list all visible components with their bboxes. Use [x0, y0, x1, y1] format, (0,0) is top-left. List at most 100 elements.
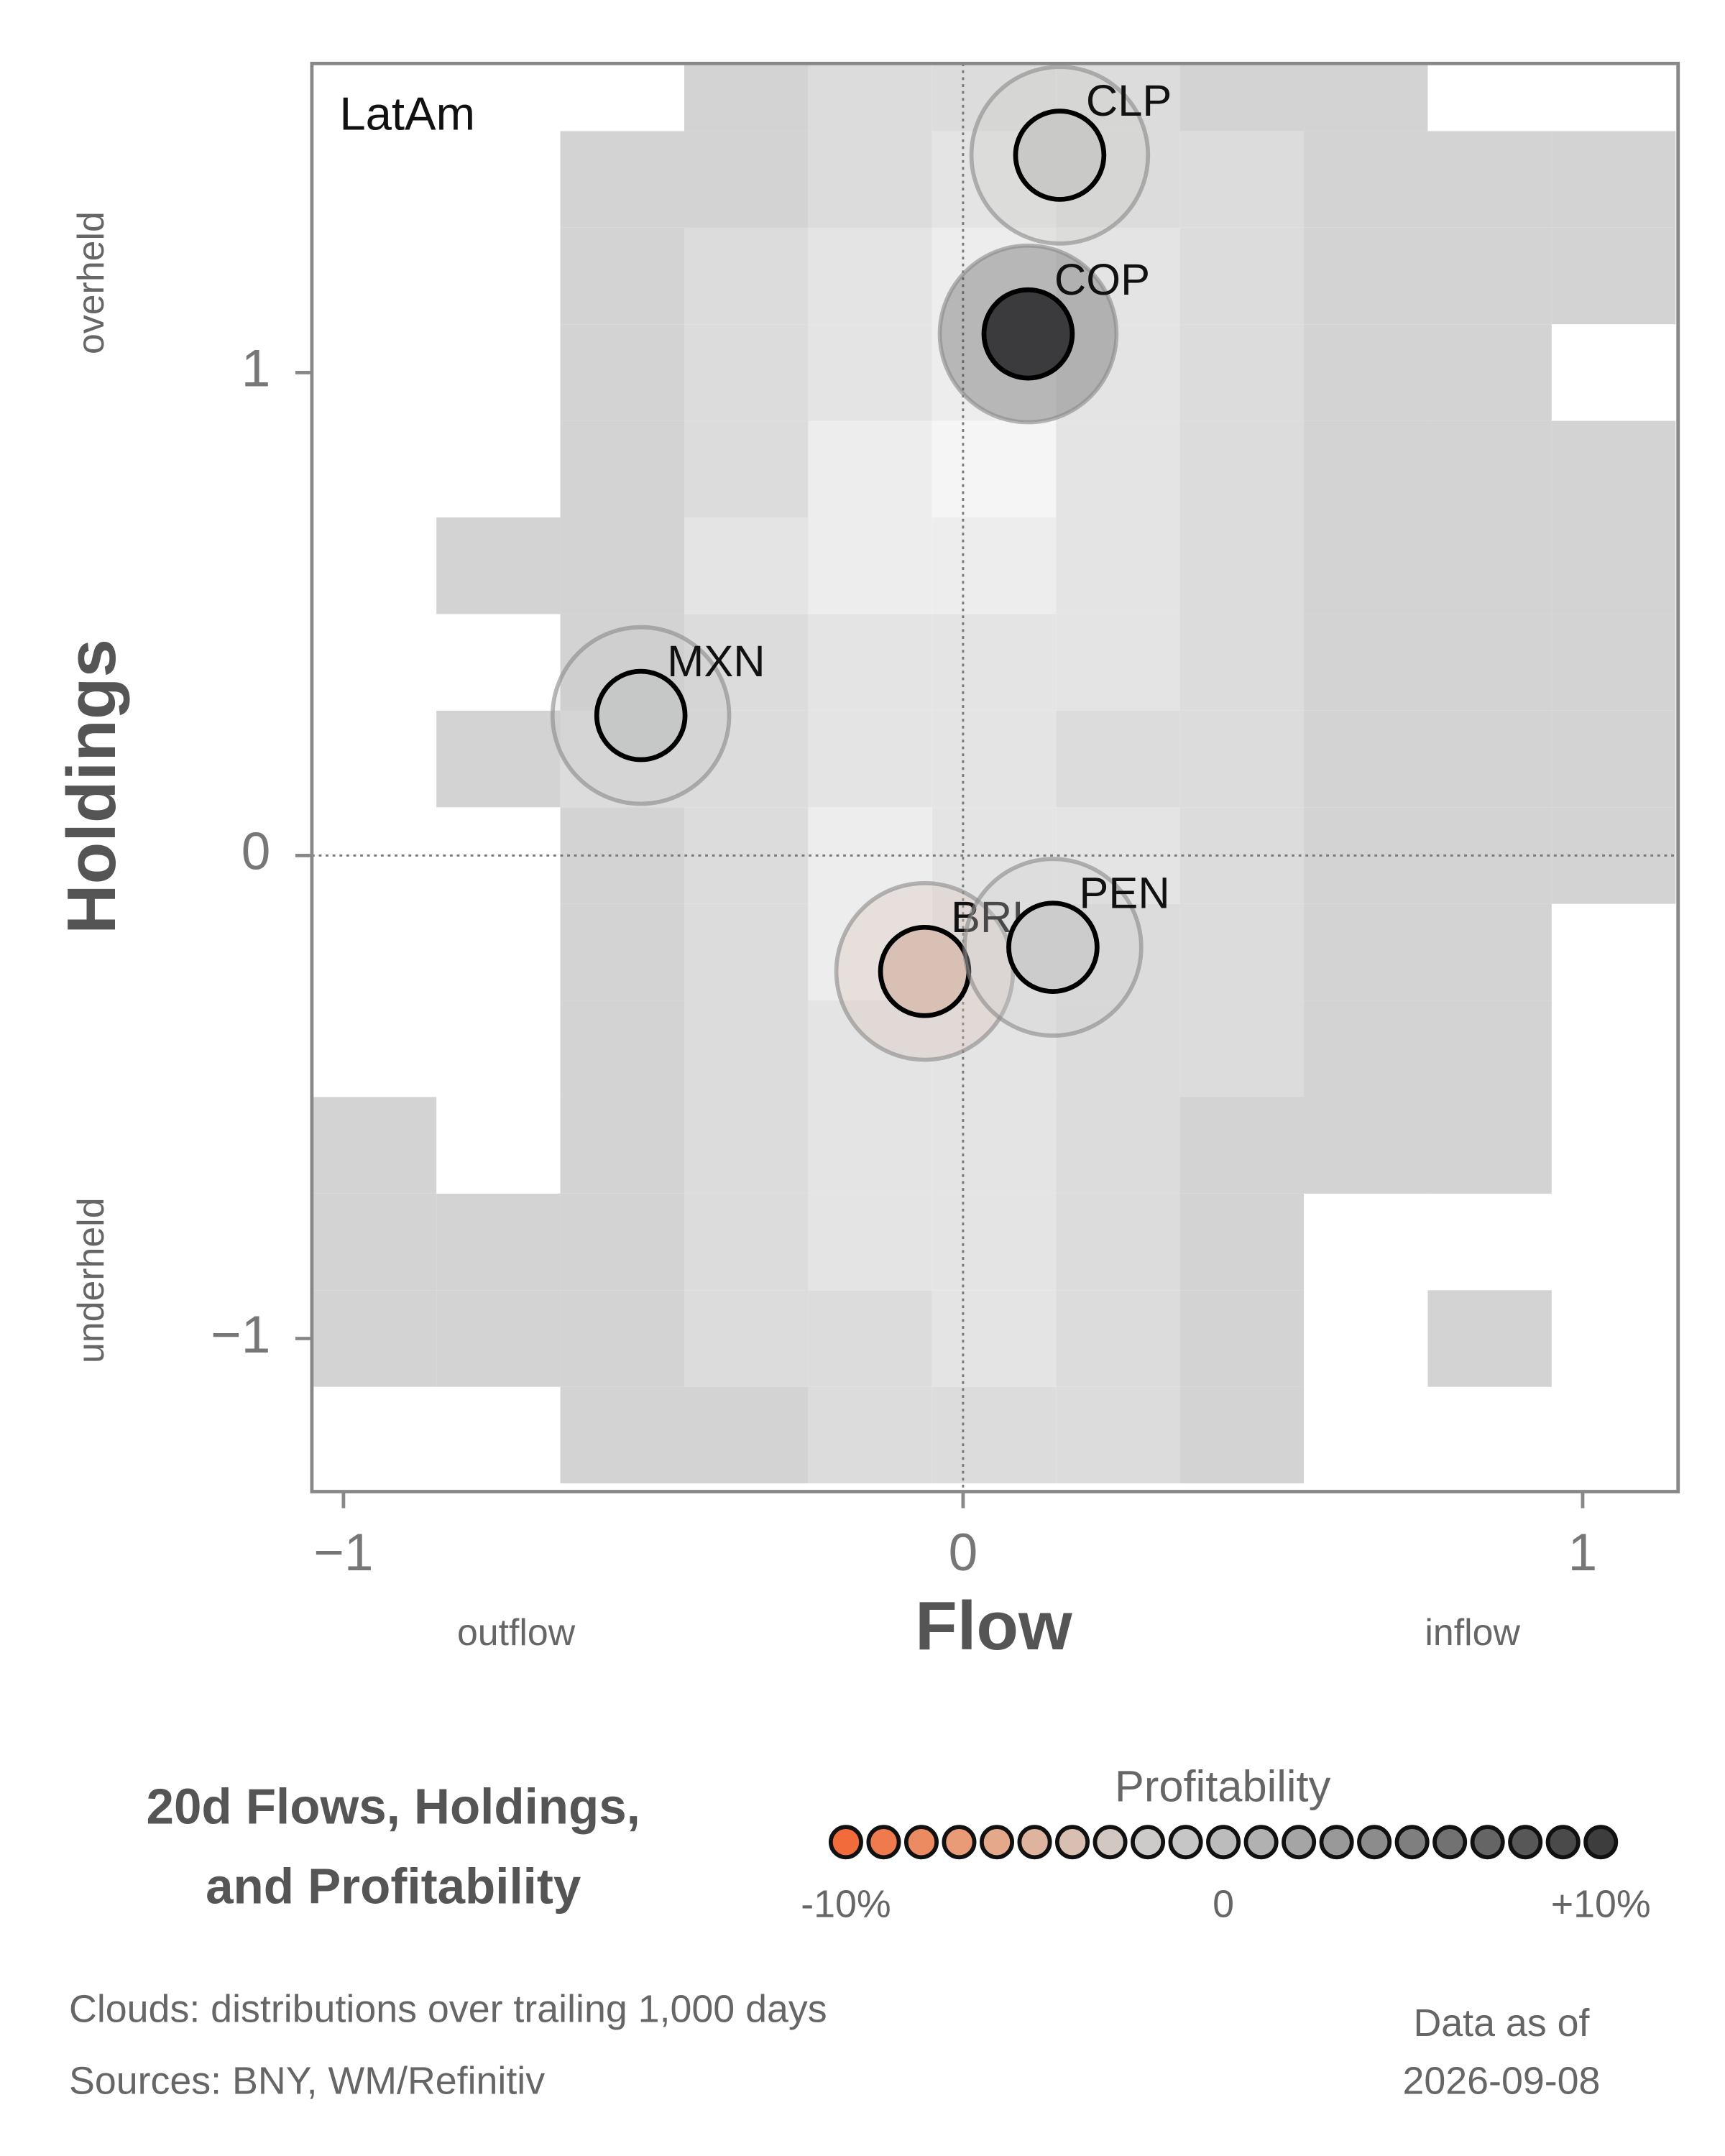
point-label: PEN [1079, 868, 1169, 918]
asof-label: Data as of [1413, 2001, 1590, 2045]
cloud-cell [932, 1000, 1057, 1097]
x-tick-label: 1 [1568, 1524, 1598, 1582]
cloud-cell [1179, 1290, 1305, 1387]
cloud-cell [1304, 1000, 1428, 1097]
cloud-cell [932, 420, 1057, 518]
cloud-cell [1427, 420, 1552, 518]
cloud-cell [1056, 1290, 1180, 1387]
cloud-cell [560, 131, 685, 228]
cloud-cell [684, 324, 809, 421]
cloud-cell [1179, 324, 1305, 421]
cloud-cell [1179, 903, 1305, 1001]
colorbar-swatch [828, 1825, 863, 1860]
cloud-cell [1304, 63, 1428, 132]
cloud-cell [1304, 807, 1428, 904]
cloud-cell [560, 1290, 685, 1387]
cloud-cell [1056, 1097, 1180, 1194]
cloud-cell [684, 1290, 809, 1387]
cloud-cell [312, 1097, 437, 1194]
cloud-cell [1179, 1193, 1305, 1291]
cloud-cell [1056, 517, 1180, 614]
cloud-cell [1056, 420, 1180, 518]
cloud-cell [1304, 1097, 1428, 1194]
cloud-cell [1427, 1097, 1552, 1194]
point [1013, 109, 1107, 202]
x-high-label: inflow [1425, 1611, 1520, 1653]
cloud-cell [1304, 710, 1428, 808]
cloud-cell [684, 903, 809, 1001]
cloud-cell [560, 227, 685, 325]
cloud-cell [1056, 1386, 1180, 1484]
colorbar-swatch [1168, 1825, 1203, 1860]
cloud-cell [684, 420, 809, 518]
colorbar-swatch [1243, 1825, 1279, 1860]
cloud-cell [1427, 324, 1552, 421]
cloud-cell [436, 517, 561, 614]
cloud-cell [1179, 1097, 1305, 1194]
cloud-cell [808, 324, 932, 421]
colorbar-swatch [942, 1825, 977, 1860]
y-low-label: underheld [70, 1197, 111, 1363]
cloud-cell [1304, 227, 1428, 325]
cloud-cell [1304, 131, 1428, 228]
cloud-cell [684, 710, 809, 808]
cloud-cell [808, 1097, 932, 1194]
cloud-cell [932, 1097, 1057, 1194]
cloud-cell [1551, 131, 1676, 228]
cloud-cell [808, 1290, 932, 1387]
cloud-cell [684, 807, 809, 904]
cloud-cell [1179, 807, 1305, 904]
cloud-cell [932, 614, 1057, 711]
colorbar-swatch [1394, 1825, 1430, 1860]
cloud-cell [1551, 420, 1676, 518]
cloud-cell [808, 1193, 932, 1291]
cloud-cell [560, 903, 685, 1001]
y-axis-label: Holdings [53, 639, 130, 934]
title-line: and Profitability [206, 1858, 581, 1915]
cloud-cell [932, 517, 1057, 614]
cloud-cell [808, 807, 932, 904]
y-tick-label: −1 [211, 1306, 270, 1364]
cloud-cell [1179, 131, 1305, 228]
colorbar-swatch [1357, 1825, 1392, 1860]
cloud-cell [808, 131, 932, 228]
x-tick-label: 0 [949, 1524, 978, 1582]
cloud-cell [1179, 420, 1305, 518]
cloud [312, 63, 1676, 1484]
colorbar-tick-label: 0 [1213, 1883, 1234, 1926]
cloud-cell [1427, 614, 1552, 711]
cloud-cell [1427, 227, 1552, 325]
cloud-cell [1056, 614, 1180, 711]
cloud-cell [1179, 227, 1305, 325]
cloud-cell [1427, 710, 1552, 808]
cloud-cell [312, 1290, 437, 1387]
point [594, 668, 688, 763]
cloud-cell [1179, 63, 1305, 132]
cloud-cell [684, 63, 809, 132]
reference-lines [311, 63, 1678, 1492]
cloud-cell [932, 1193, 1057, 1291]
cloud-cell [436, 710, 561, 808]
cloud-cell [1056, 1000, 1180, 1097]
cloud-cell [684, 1386, 809, 1484]
cloud-cell [1427, 903, 1552, 1001]
cloud-cell [1427, 517, 1552, 614]
cloud-cell [1427, 1290, 1552, 1387]
point [1006, 900, 1100, 994]
cloud-cell [1551, 227, 1676, 325]
colorbar-swatch [1545, 1825, 1581, 1860]
point-label: CLP [1086, 76, 1172, 126]
cloud-cell [1551, 807, 1676, 904]
point-label: COP [1054, 255, 1150, 305]
cloud-cell [1304, 324, 1428, 421]
colorbar-swatch [1206, 1825, 1241, 1860]
colorbar-tick-label: -10% [801, 1883, 891, 1926]
colorbar-swatch [1131, 1825, 1166, 1860]
cloud-cell [1551, 614, 1676, 711]
cloud-cell [684, 517, 809, 614]
x-low-label: outflow [457, 1611, 576, 1653]
cloud-cell [808, 517, 932, 614]
